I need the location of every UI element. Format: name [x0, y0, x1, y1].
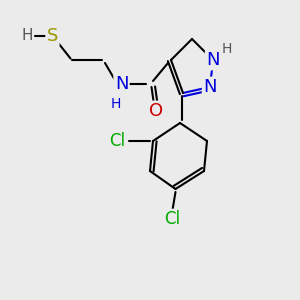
- Text: H: H: [21, 28, 33, 44]
- Text: H: H: [110, 97, 121, 110]
- Text: N: N: [115, 75, 128, 93]
- Text: Cl: Cl: [109, 132, 125, 150]
- Text: O: O: [149, 102, 163, 120]
- Text: H: H: [222, 42, 232, 56]
- Text: N: N: [206, 51, 220, 69]
- Text: N: N: [203, 78, 217, 96]
- Text: Cl: Cl: [164, 210, 181, 228]
- Text: S: S: [47, 27, 58, 45]
